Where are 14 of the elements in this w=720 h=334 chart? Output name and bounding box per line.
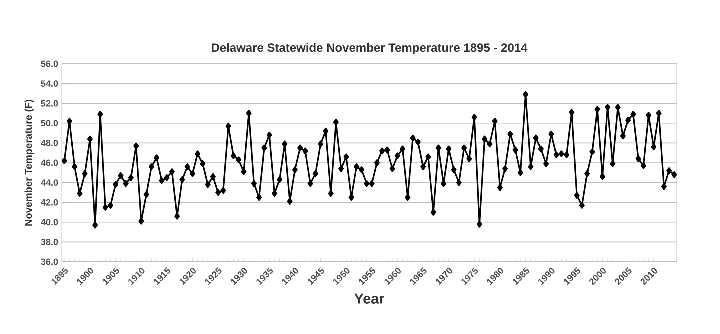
y-tick-label: 44.0 xyxy=(41,180,58,186)
y-tick-label: 52.0 xyxy=(41,100,58,107)
chart-title: Delaware Statewide November Temperature 1895 - 2014 xyxy=(212,43,528,54)
y-axis-title: November Temperature (F) xyxy=(24,100,34,226)
y-tick-label: 42.0 xyxy=(41,199,58,206)
x-axis-title: Year xyxy=(354,294,384,304)
y-tick-label: 36.0 xyxy=(41,258,58,266)
y-tick-label: 48.0 xyxy=(41,140,58,146)
y-tick-label: 46.0 xyxy=(41,160,58,166)
y-tick-label: 54.0 xyxy=(41,80,58,87)
y-tick-label: 56.0 xyxy=(41,60,58,68)
y-tick-label: 38.0 xyxy=(41,238,58,246)
y-tick-label: 50.0 xyxy=(41,120,58,127)
y-tick-label: 40.0 xyxy=(41,219,58,226)
